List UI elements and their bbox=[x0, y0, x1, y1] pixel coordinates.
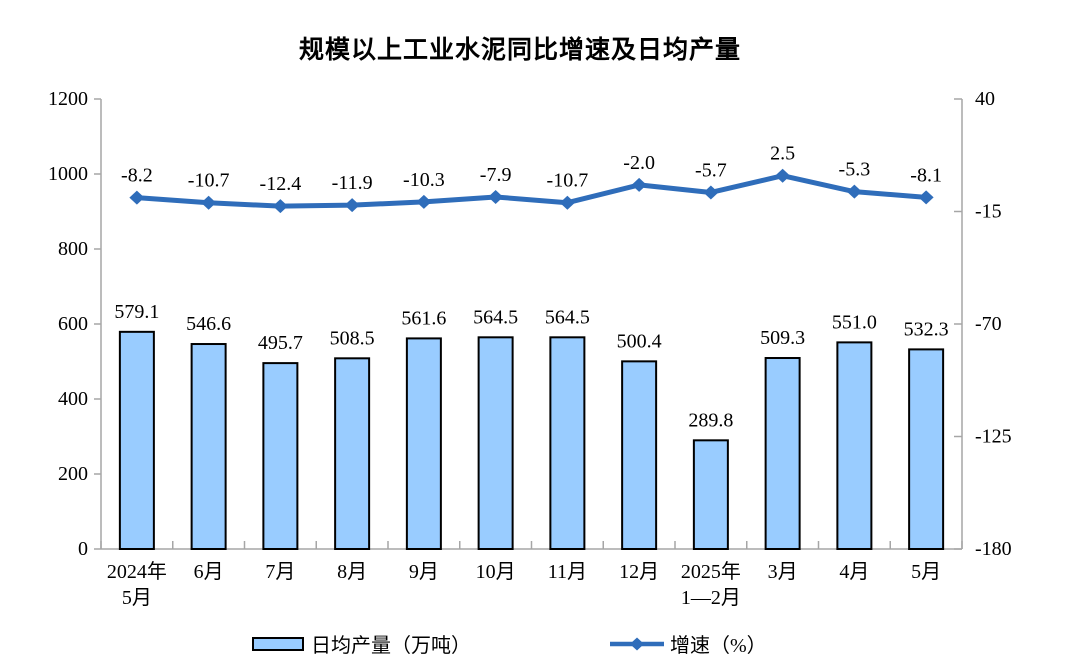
diamond-marker bbox=[488, 189, 504, 204]
bar-value-label: 495.7 bbox=[258, 332, 303, 354]
bar bbox=[190, 343, 227, 550]
bar-value-label: 532.3 bbox=[904, 318, 949, 340]
diamond-marker bbox=[846, 184, 862, 199]
line-value-label: 2.5 bbox=[770, 143, 795, 165]
bar-value-label: 564.5 bbox=[473, 306, 518, 328]
x-axis-label: 8月 bbox=[337, 561, 367, 583]
x-axis-label: 10月 bbox=[476, 561, 516, 583]
left-axis-tick-label: 1200 bbox=[48, 88, 88, 110]
line-value-label: -5.3 bbox=[839, 159, 871, 181]
x-axis-label: 12月 bbox=[619, 561, 659, 583]
left-axis-tick-label: 0 bbox=[78, 538, 88, 560]
bar bbox=[262, 362, 299, 550]
right-axis-tick-label: -70 bbox=[975, 313, 1002, 335]
left-axis-tick-label: 200 bbox=[58, 463, 88, 485]
line-value-label: -2.0 bbox=[623, 152, 655, 174]
bar-value-label: 579.1 bbox=[114, 301, 159, 323]
left-axis-tick-label: 800 bbox=[58, 238, 88, 260]
bar bbox=[477, 336, 514, 550]
right-axis-tick-label: -180 bbox=[975, 538, 1012, 560]
bar bbox=[836, 341, 873, 550]
diamond-marker bbox=[918, 190, 934, 205]
line-value-label: -5.7 bbox=[695, 159, 727, 181]
diamond-marker bbox=[416, 194, 432, 209]
x-axis-label: 5月 bbox=[911, 561, 941, 583]
line-value-label: -10.3 bbox=[403, 169, 445, 191]
left-axis-tick-label: 400 bbox=[58, 388, 88, 410]
x-axis-label: 6月 bbox=[194, 561, 224, 583]
bar-value-label: 561.6 bbox=[401, 307, 446, 329]
x-axis-label: 7月 bbox=[265, 561, 295, 583]
bar-value-label: 500.4 bbox=[617, 330, 662, 352]
bar-value-label: 509.3 bbox=[760, 327, 805, 349]
right-axis-tick-label: -125 bbox=[975, 426, 1012, 448]
line-value-label: -12.4 bbox=[260, 173, 302, 195]
bar-value-label: 289.8 bbox=[688, 409, 733, 431]
x-axis-label: 4月 bbox=[839, 561, 869, 583]
x-axis-label: 3月 bbox=[768, 561, 798, 583]
bar bbox=[764, 357, 801, 551]
bar bbox=[549, 336, 586, 550]
bar bbox=[405, 337, 442, 550]
right-axis-tick-label: -15 bbox=[975, 201, 1002, 223]
line-value-label: -7.9 bbox=[480, 164, 512, 186]
diamond-marker bbox=[129, 190, 145, 205]
right-axis-tick-label: 40 bbox=[975, 88, 995, 110]
bar-value-label: 508.5 bbox=[330, 327, 375, 349]
x-axis-label: 2024年 5月 bbox=[107, 560, 167, 609]
bar-value-label: 564.5 bbox=[545, 306, 590, 328]
chart-title: 规模以上工业水泥同比增速及日均产量 bbox=[298, 36, 741, 64]
left-axis-tick-label: 1000 bbox=[48, 163, 88, 185]
line-value-label: -10.7 bbox=[547, 170, 589, 192]
line-value-label: -11.9 bbox=[332, 172, 373, 194]
diamond-marker bbox=[344, 198, 360, 213]
diamond-marker bbox=[272, 199, 288, 214]
bar bbox=[621, 360, 658, 550]
growth-line bbox=[136, 173, 927, 209]
line-value-label: -8.1 bbox=[910, 164, 942, 186]
bar bbox=[334, 357, 371, 550]
diamond-marker bbox=[703, 185, 719, 200]
bar-value-label: 546.6 bbox=[186, 313, 231, 335]
line-value-label: -8.2 bbox=[121, 165, 153, 187]
x-axis-label: 9月 bbox=[409, 561, 439, 583]
bar bbox=[692, 439, 729, 551]
x-axis-label: 11月 bbox=[548, 561, 587, 583]
bar bbox=[118, 330, 155, 550]
bar bbox=[908, 348, 945, 551]
line-value-label: -10.7 bbox=[188, 170, 230, 192]
diamond-marker bbox=[559, 195, 575, 210]
diamond-marker bbox=[631, 177, 647, 192]
left-axis-tick-label: 600 bbox=[58, 313, 88, 335]
diamond-marker bbox=[775, 168, 791, 183]
bar-value-label: 551.0 bbox=[832, 311, 877, 333]
diamond-marker bbox=[201, 195, 217, 210]
x-axis-label: 2025年 1—2月 bbox=[681, 560, 741, 609]
